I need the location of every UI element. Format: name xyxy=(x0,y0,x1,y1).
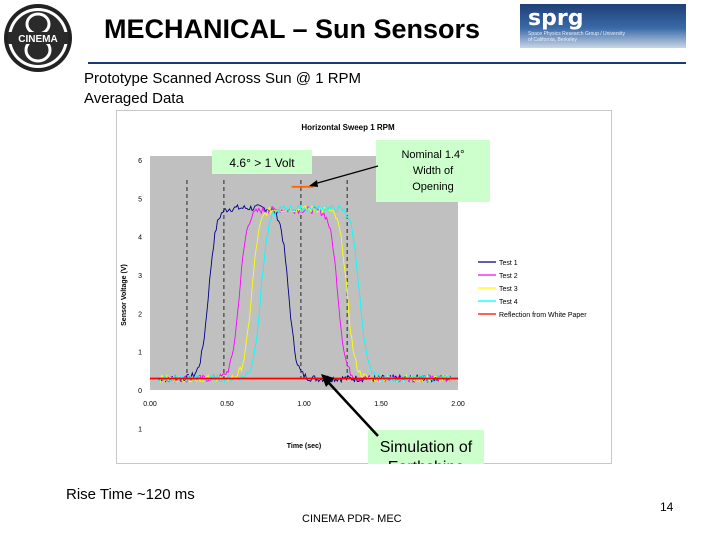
y-tick-label: 1 xyxy=(138,426,142,433)
title-divider xyxy=(88,62,686,64)
footer-text: CINEMA PDR- MEC xyxy=(302,513,402,525)
x-axis-label: Time (sec) xyxy=(287,443,322,450)
subtitle-line-1: Prototype Scanned Across Sun @ 1 RPM xyxy=(84,70,362,87)
x-tick-label: 1.50 xyxy=(374,401,388,408)
legend-label: Reflection from White Paper xyxy=(499,312,587,319)
y-tick-label: 3 xyxy=(138,273,142,280)
threshold-annotation: 4.6° > 1 Volt xyxy=(229,156,295,170)
x-tick-label: 0.50 xyxy=(220,401,234,408)
nominal-arrow xyxy=(313,165,379,185)
y-tick-label: 0 xyxy=(138,388,142,395)
y-tick-label: 5 xyxy=(138,196,142,203)
sweep-chart: Horizontal Sweep 1 RPM 0 1 2 3 4 5 6 1 0.00 0.50… xyxy=(121,123,587,464)
earthshine-annotation: Simulation ofEarthshine xyxy=(380,439,473,464)
chart-title: Horizontal Sweep 1 RPM xyxy=(301,123,395,132)
legend-label: Test 4 xyxy=(499,299,518,306)
legend-label: Test 1 xyxy=(499,260,518,267)
nominal-annotation-box xyxy=(376,140,490,202)
logo-word: sprg xyxy=(528,6,584,31)
x-axis-ticks: 0.00 0.50 1.00 1.50 2.00 xyxy=(143,401,465,408)
legend-label: Test 3 xyxy=(499,286,518,293)
legend-label: Test 2 xyxy=(499,273,518,280)
subtitle-line-2: Averaged Data xyxy=(84,90,184,107)
logo-lettering: CINEMA xyxy=(18,34,57,45)
y-tick-label: 4 xyxy=(138,235,142,242)
y-axis-label: Sensor Voltage (V) xyxy=(121,264,128,326)
nominal-arrowhead xyxy=(309,180,318,187)
page-number: 14 xyxy=(660,500,674,514)
earthshine-arrow xyxy=(327,381,379,437)
logo-tagline: Space Physics Research Group / Universit… xyxy=(528,31,625,43)
y-axis-ticks: 0 1 2 3 4 5 6 1 xyxy=(138,158,142,433)
threshold-annotation-box xyxy=(212,150,312,174)
x-tick-label: 1.00 xyxy=(297,401,311,408)
rise-time-note: Rise Time ~120 ms xyxy=(66,486,195,503)
x-tick-label: 2.00 xyxy=(451,401,465,408)
earthshine-annotation-box xyxy=(368,430,484,464)
y-tick-label: 2 xyxy=(138,311,142,318)
slide-title: MECHANICAL – Sun Sensors xyxy=(104,14,481,44)
dashed-markers xyxy=(186,180,348,379)
sprg-logo: sprg Space Physics Research Group / Univ… xyxy=(520,4,686,48)
nominal-annotation: Nominal 1.4° Width of Opening xyxy=(401,149,464,193)
x-tick-label: 0.00 xyxy=(143,401,157,408)
y-tick-label: 1 xyxy=(138,350,142,357)
legend: Test 1 Test 2 Test 3 Test 4 Reflection from … xyxy=(478,260,587,319)
earthshine-arrowhead xyxy=(321,374,334,387)
cinema-logo: CINEMA xyxy=(4,4,72,72)
y-tick-label: 6 xyxy=(138,158,142,165)
